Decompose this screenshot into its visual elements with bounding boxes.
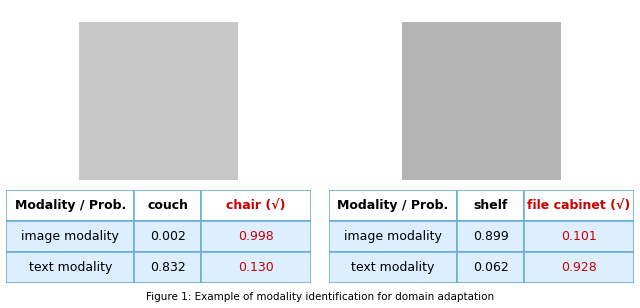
Text: shelf: shelf xyxy=(474,199,508,212)
Text: 0.002: 0.002 xyxy=(150,230,186,243)
FancyBboxPatch shape xyxy=(457,221,524,252)
Text: chair (√): chair (√) xyxy=(227,199,286,212)
Text: 0.130: 0.130 xyxy=(238,261,274,274)
Text: file cabinet (√): file cabinet (√) xyxy=(527,199,630,212)
Text: 0.998: 0.998 xyxy=(238,230,274,243)
FancyBboxPatch shape xyxy=(524,190,634,221)
FancyBboxPatch shape xyxy=(201,190,311,221)
FancyBboxPatch shape xyxy=(134,221,201,252)
Text: image modality: image modality xyxy=(344,230,442,243)
Text: 0.062: 0.062 xyxy=(472,261,508,274)
Text: 0.832: 0.832 xyxy=(150,261,186,274)
FancyBboxPatch shape xyxy=(6,221,134,252)
FancyBboxPatch shape xyxy=(524,221,634,252)
FancyBboxPatch shape xyxy=(201,221,311,252)
FancyBboxPatch shape xyxy=(329,190,457,221)
Text: text modality: text modality xyxy=(351,261,435,274)
Text: Figure 1: Example of modality identification for domain adaptation: Figure 1: Example of modality identifica… xyxy=(146,292,494,302)
FancyBboxPatch shape xyxy=(524,252,634,283)
FancyBboxPatch shape xyxy=(329,221,457,252)
Text: 0.101: 0.101 xyxy=(561,230,596,243)
Text: Modality / Prob.: Modality / Prob. xyxy=(15,199,126,212)
Text: Modality / Prob.: Modality / Prob. xyxy=(337,199,449,212)
Text: text modality: text modality xyxy=(29,261,112,274)
FancyBboxPatch shape xyxy=(201,252,311,283)
FancyBboxPatch shape xyxy=(134,190,201,221)
Text: 0.899: 0.899 xyxy=(472,230,508,243)
Text: image modality: image modality xyxy=(21,230,119,243)
Text: couch: couch xyxy=(147,199,188,212)
FancyBboxPatch shape xyxy=(457,190,524,221)
FancyBboxPatch shape xyxy=(329,252,457,283)
FancyBboxPatch shape xyxy=(134,252,201,283)
Text: 0.928: 0.928 xyxy=(561,261,596,274)
FancyBboxPatch shape xyxy=(457,252,524,283)
FancyBboxPatch shape xyxy=(6,252,134,283)
FancyBboxPatch shape xyxy=(6,190,134,221)
